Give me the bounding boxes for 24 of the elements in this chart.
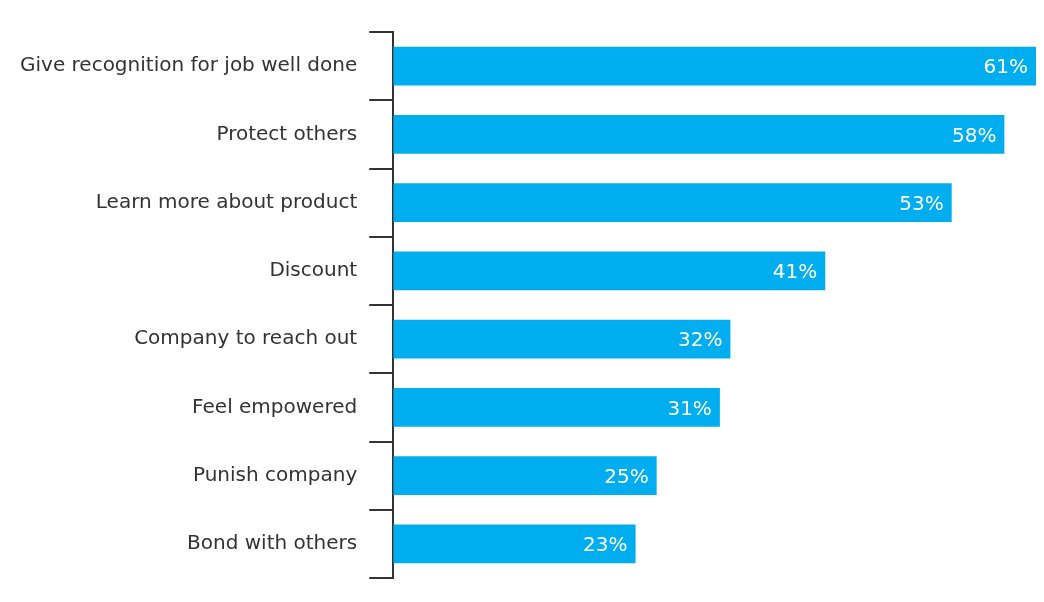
data-label: 31% xyxy=(667,395,712,420)
bar xyxy=(393,387,720,427)
y-tick-label: Company to reach out xyxy=(134,325,358,350)
y-tick-label: Discount xyxy=(269,257,358,282)
bar xyxy=(393,46,1036,86)
y-tick-label: Feel empowered xyxy=(192,393,358,418)
y-tick-label: Punish company xyxy=(192,461,358,486)
y-tick-label: Bond with others xyxy=(187,530,358,555)
data-label: 41% xyxy=(772,259,818,284)
data-label: 53% xyxy=(899,190,944,215)
bar xyxy=(393,456,657,496)
data-label: 25% xyxy=(604,463,649,488)
bar xyxy=(393,251,826,291)
y-tick-label: Give recognition for job well done xyxy=(20,52,358,77)
y-tick-label: Learn more about product xyxy=(95,188,358,213)
bar xyxy=(393,319,731,359)
bar xyxy=(393,114,1005,154)
bar xyxy=(393,524,636,564)
bar xyxy=(393,183,952,223)
y-tick-label: Protect others xyxy=(216,120,358,145)
data-label: 61% xyxy=(983,54,1028,79)
data-label: 32% xyxy=(677,327,723,352)
data-label: 58% xyxy=(951,122,997,147)
data-label: 23% xyxy=(583,532,628,557)
